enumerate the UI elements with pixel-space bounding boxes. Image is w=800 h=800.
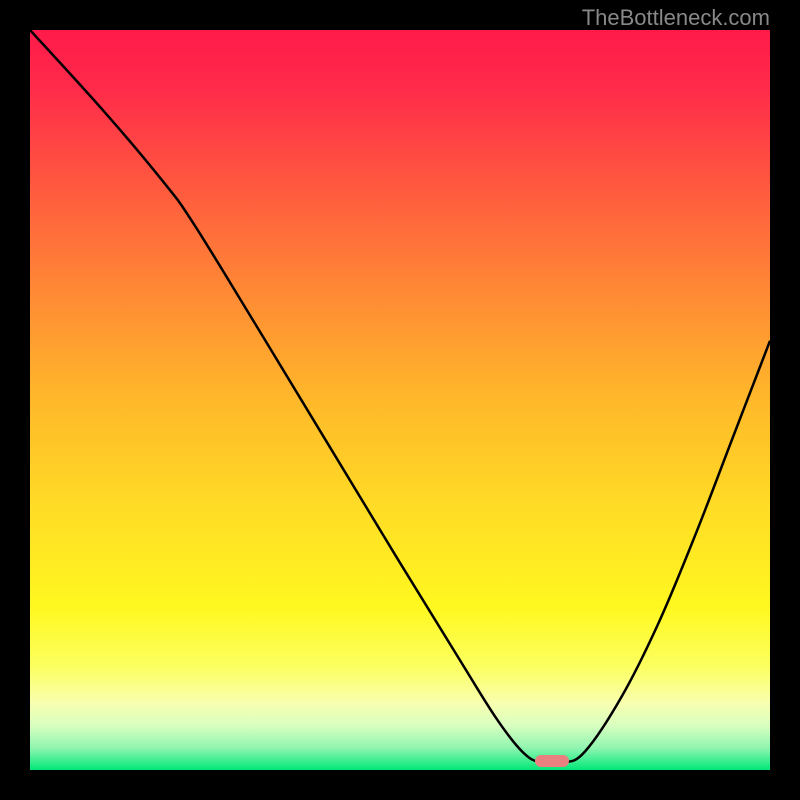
bottleneck-curve: [30, 30, 770, 770]
watermark-text: TheBottleneck.com: [582, 5, 770, 31]
bottleneck-chart: [30, 30, 770, 770]
optimal-point-marker: [535, 755, 569, 767]
